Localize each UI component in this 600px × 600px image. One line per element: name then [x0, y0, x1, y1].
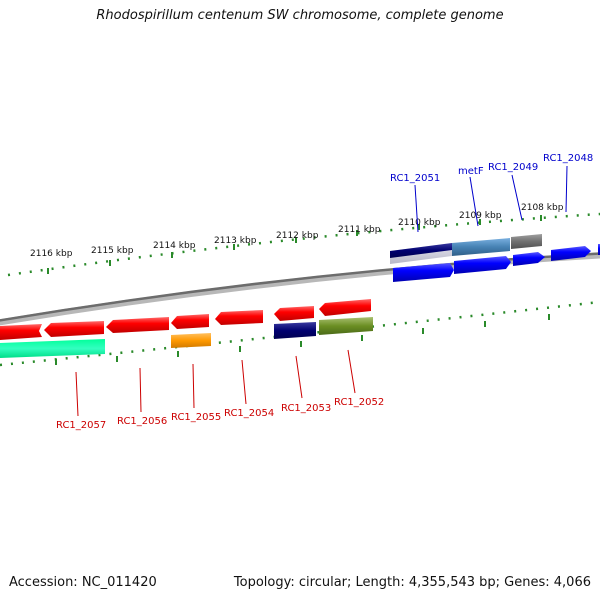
- cds-reverse-6[interactable]: [274, 306, 314, 321]
- gene-label-rc1-2052[interactable]: RC1_2052: [334, 397, 384, 408]
- cds-reverse-7[interactable]: [319, 299, 371, 316]
- feature-rc1-2051-navy[interactable]: [390, 243, 452, 258]
- gene-label-rc1-2051[interactable]: RC1_2051: [390, 173, 440, 184]
- feature-rc1-2049[interactable]: [511, 234, 542, 249]
- kbp-label: 2112 kbp: [276, 231, 319, 241]
- gene-label-rc1-2056[interactable]: RC1_2056: [117, 416, 167, 427]
- kbp-label: 2110 kbp: [398, 218, 441, 228]
- cds-forward-1[interactable]: [393, 263, 454, 282]
- gene-label-rc1-2048[interactable]: RC1_2048: [543, 153, 593, 164]
- map-title: Rhodospirillum centenum SW chromosome, c…: [96, 8, 504, 23]
- kbp-label: 2114 kbp: [153, 241, 196, 251]
- cds-reverse-1[interactable]: [0, 324, 42, 340]
- cds-reverse-2[interactable]: [44, 321, 104, 337]
- reverse-leaders: [75, 349, 356, 417]
- reverse-features: [0, 299, 373, 358]
- feature-rc1-2052[interactable]: [319, 317, 373, 335]
- kbp-label: 2109 kbp: [459, 211, 502, 221]
- kbp-label: 2113 kbp: [214, 236, 257, 246]
- cds-reverse-3[interactable]: [106, 317, 169, 333]
- kbp-label: 2108 kbp: [521, 203, 564, 213]
- gene-label-rc1-2057[interactable]: RC1_2057: [56, 420, 106, 431]
- cds-reverse-4[interactable]: [171, 314, 209, 329]
- cds-forward-2[interactable]: [454, 256, 511, 274]
- cds-forward-4[interactable]: [551, 246, 591, 261]
- kbp-label: 2115 kbp: [91, 246, 134, 256]
- cds-forward-3[interactable]: [513, 252, 545, 266]
- forward-features: [390, 234, 600, 282]
- feature-metf[interactable]: [452, 238, 510, 256]
- gene-label-rc1-2055[interactable]: RC1_2055: [171, 412, 221, 423]
- feature-rc1-2053[interactable]: [274, 322, 316, 339]
- gene-label-rc1-2054[interactable]: RC1_2054: [224, 408, 274, 419]
- forward-leaders: [414, 165, 568, 233]
- major-ticks-upper: [47, 215, 542, 274]
- feature-teal[interactable]: [0, 339, 105, 358]
- gene-label-metf[interactable]: metF: [458, 166, 484, 177]
- scale-lower: [0, 300, 600, 367]
- accession-text: Accession: NC_011420: [9, 575, 157, 590]
- cds-reverse-5[interactable]: [215, 310, 263, 325]
- major-ticks-lower: [55, 314, 550, 365]
- topology-text: Topology: circular; Length: 4,355,543 bp…: [233, 575, 591, 590]
- gene-label-rc1-2053[interactable]: RC1_2053: [281, 403, 331, 414]
- kbp-label: 2111 kbp: [338, 225, 381, 235]
- kbp-label: 2116 kbp: [30, 249, 73, 259]
- gene-label-rc1-2049[interactable]: RC1_2049: [488, 162, 538, 173]
- feature-orange[interactable]: [171, 333, 211, 348]
